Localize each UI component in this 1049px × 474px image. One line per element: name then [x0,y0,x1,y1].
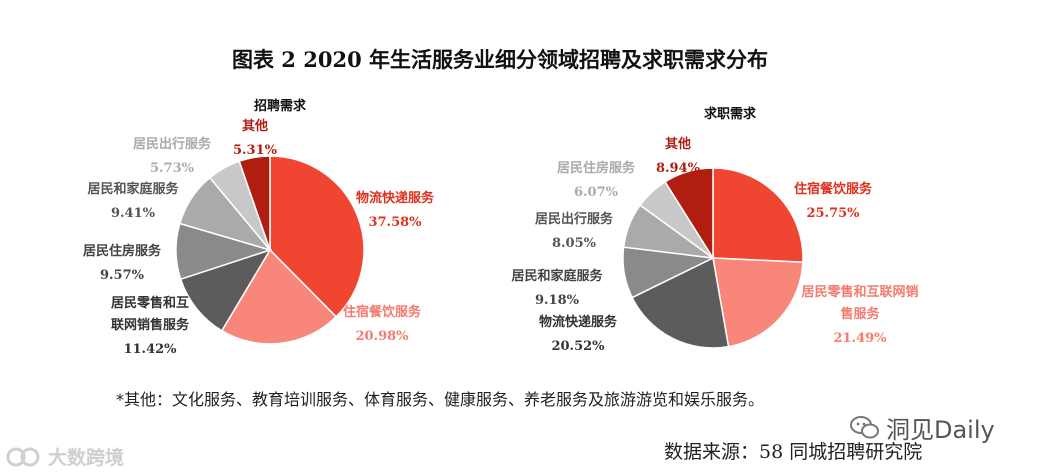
slice-name-label: 售服务 [840,306,880,322]
slice-name-label: 居民零售和互 [111,295,189,311]
slice-value-label: 20.52% [551,339,605,354]
watermark-right-text: 洞见Daily [886,416,995,444]
pie-slice [664,167,714,261]
slice-name-label: 住宿餐饮服务 [794,181,873,197]
slice-value-label: 20.98% [355,329,409,344]
slice-value-label: 5.73% [150,161,195,176]
pie-title: 招聘需求 [254,98,307,114]
slice-name-label: 物流快递服务 [539,314,618,330]
watermark-left-text: 大数跨境 [48,447,125,469]
watermark-left: 大数跨境 [6,443,124,470]
footnote: *其他：文化服务、教育培训服务、体育服务、健康服务、养老服务及旅游游览和娱乐服务… [116,390,765,409]
wechat-icon [850,415,879,438]
slice-name-label: 住宿餐饮服务 [343,304,422,320]
slice-name-label: 居民出行服务 [535,211,614,227]
slice-name-label: 其他 [665,136,691,152]
slice-value-label: 25.75% [806,206,860,221]
slice-value-label: 6.07% [574,185,619,200]
slice-name-label: 其他 [242,118,268,134]
pie-title: 求职需求 [704,106,757,122]
pie-slice [712,257,804,348]
slice-name-label: 居民零售和互联网销 [801,284,918,300]
link-logo-icon [6,447,40,466]
pie-slice [269,155,365,318]
figure-title: 图表 2 2020 年生活服务业细分领域招聘及求职需求分布 [232,47,768,72]
slice-name-label: 居民和家庭服务 [511,268,603,284]
slice-name-label: 居民和家庭服务 [87,181,179,197]
slice-name-label: 居民出行服务 [133,136,212,152]
pie-slice [179,248,272,332]
pie-slice [220,248,338,345]
slice-value-label: 9.57% [100,268,145,283]
data-source: 数据来源：58 同城招聘研究院 [664,441,923,463]
pie-slice [631,256,730,349]
watermark-right: 洞见Daily [850,410,995,445]
slice-name-label: 居民住房服务 [83,243,162,259]
slice-value-label: 21.49% [833,331,887,346]
slice-value-label: 8.94% [656,161,701,176]
slice-value-label: 9.41% [111,206,156,221]
slice-name-label: 居民住房服务 [557,160,636,176]
pie-slice [238,155,271,251]
pie-slice [712,167,804,264]
slice-value-label: 8.05% [552,236,597,251]
slice-value-label: 11.42% [123,342,177,357]
slice-value-label: 5.31% [233,143,278,158]
slice-value-label: 9.18% [535,293,580,308]
slice-name-label: 联网销售服务 [111,317,190,333]
slice-value-label: 37.58% [368,215,422,230]
slice-name-label: 物流快递服务 [356,190,435,206]
